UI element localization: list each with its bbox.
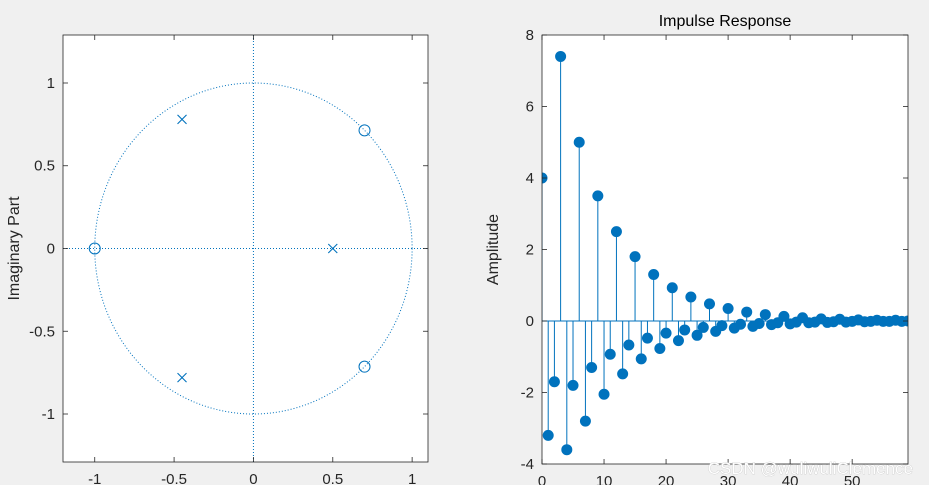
pz-ylabel: Imaginary Part [6, 196, 23, 301]
ir-xtick-label: 20 [658, 473, 675, 485]
pz-xtick-label: 1 [408, 471, 416, 485]
ir-stem-marker [592, 190, 604, 202]
pz-ytick-label: -1 [42, 406, 55, 423]
ir-stem-marker [703, 298, 715, 310]
ir-xtick-label: 10 [596, 473, 613, 485]
ir-plot-area [542, 35, 908, 464]
ir-stem-marker [722, 302, 734, 314]
ir-stem-marker [641, 332, 653, 344]
ir-stem-marker [691, 329, 703, 341]
ir-stem-marker [629, 251, 641, 263]
ir-ytick-label: -4 [521, 456, 534, 473]
ir-ytick-label: 6 [526, 99, 534, 116]
ir-xtick-label: 50 [844, 473, 861, 485]
pz-plot-content [63, 35, 428, 462]
pz-ytick-label: 0.5 [34, 158, 55, 175]
ir-stem-marker [635, 353, 647, 365]
pz-ytick-label: -0.5 [29, 323, 55, 340]
ir-stem-marker [598, 388, 610, 400]
pz-pole-marker [177, 114, 187, 125]
pz-ytick-label: 0 [47, 241, 55, 258]
ir-stem-marker [753, 318, 765, 330]
ir-ytick-label: 4 [526, 170, 534, 187]
ir-xtick-label: 40 [782, 473, 799, 485]
ir-stem-marker [555, 50, 567, 62]
ir-stem-marker [685, 291, 697, 303]
ir-stem-marker [672, 335, 684, 347]
ir-ytick-label: 0 [526, 313, 534, 330]
ir-stem-marker [778, 310, 790, 322]
ir-stem-marker [654, 343, 666, 355]
ir-stem-marker [567, 379, 579, 391]
pz-xtick-label: -0.5 [161, 471, 187, 485]
ir-stem-marker [579, 415, 591, 427]
pz-zero-marker [358, 360, 371, 373]
pz-xtick-label: 0.5 [322, 471, 343, 485]
ir-stem-marker [573, 136, 585, 148]
ir-stem-marker [617, 368, 629, 380]
ir-ytick-label: -2 [521, 385, 534, 402]
pz-pole-marker [177, 372, 187, 383]
ir-ytick-label: 2 [526, 242, 534, 259]
ir-stem-marker [735, 318, 747, 330]
pole-zero-axes: -1 -0.5 0 0.5 1 -1 -0.5 0 0.5 1 Imaginary Part [6, 34, 429, 485]
pz-ytick-label: 1 [47, 75, 55, 92]
ir-stem-marker [623, 339, 635, 351]
ir-stem-marker [660, 327, 672, 339]
ir-stem-marker [548, 376, 560, 388]
watermark: CSDN @wuliwuliClemence [708, 459, 913, 478]
ir-stem-marker [666, 282, 678, 294]
pz-zero-marker [88, 242, 101, 255]
ir-title: Impulse Response [659, 13, 792, 30]
ir-stem-marker [542, 429, 554, 441]
ir-ylabel: Amplitude [485, 214, 502, 285]
ir-stem-marker [679, 324, 691, 336]
ir-xtick-label: 0 [538, 473, 546, 485]
pz-pole-marker [327, 243, 338, 254]
ir-xtick-label: 30 [720, 473, 737, 485]
ir-stem-marker [610, 226, 622, 238]
ir-stem-marker [604, 348, 616, 360]
ir-stem-marker [697, 321, 709, 333]
ir-ytick-label: 8 [526, 27, 534, 44]
pz-xtick-label: 0 [249, 471, 257, 485]
ir-stem-marker [648, 269, 660, 281]
ir-stem-marker [741, 306, 753, 318]
pz-zero-marker [358, 124, 371, 137]
ir-stem-marker [586, 361, 598, 373]
ir-plot-content [542, 50, 908, 456]
ir-stem-marker [561, 444, 573, 456]
ir-stem-marker [716, 320, 728, 332]
impulse-response-axes: 0 10 20 30 40 50 -4 -2 0 2 4 6 8 Amplitude Impulse Res… [485, 13, 909, 485]
pz-xtick-label: -1 [88, 471, 101, 485]
pz-unit-circle [94, 82, 413, 415]
ir-stem-marker [759, 309, 771, 321]
